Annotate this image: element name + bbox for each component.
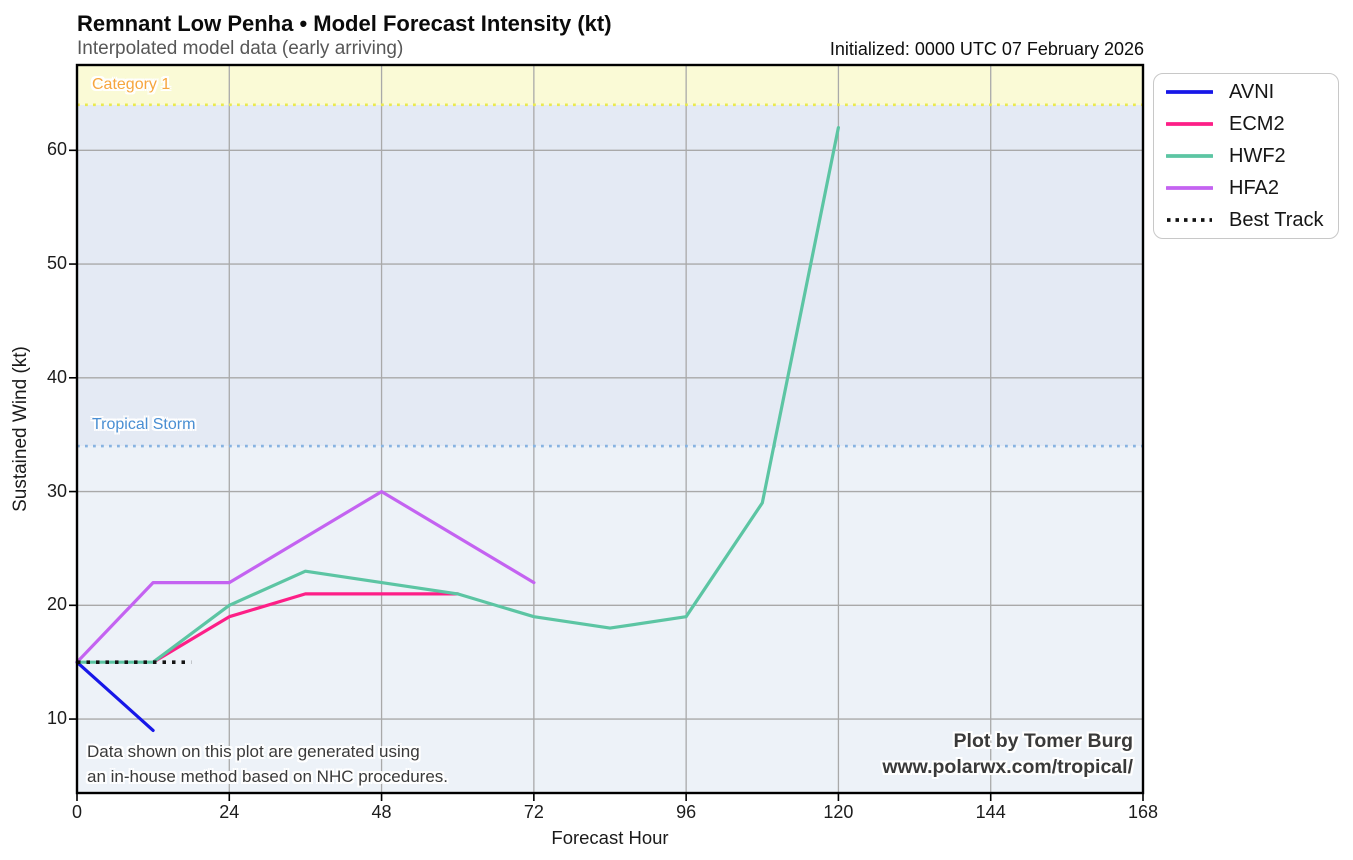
legend-line-sample-avni xyxy=(1166,90,1213,94)
disclaimer-line-2: an in-house method based on NHC procedur… xyxy=(87,767,448,786)
initialized-timestamp: Initialized: 0000 UTC 07 February 2026 xyxy=(829,39,1144,59)
legend-item-avni: AVNI xyxy=(1166,76,1338,108)
y-tick-label-60: 60 xyxy=(46,139,67,160)
x-tick-label-120: 120 xyxy=(823,802,854,822)
tropical-storm-label: Tropical Storm xyxy=(92,416,196,433)
series-line-avni xyxy=(75,660,155,733)
x-tick-label-48: 48 xyxy=(371,802,392,822)
disclaimer-text: Data shown on this plot are generated us… xyxy=(87,739,448,789)
legend-item-best-track: Best Track xyxy=(1166,204,1338,236)
legend-item-hwf2: HWF2 xyxy=(1166,140,1338,172)
y-axis-title: Sustained Wind (kt) xyxy=(10,346,31,512)
legend-item-ecm2: ECM2 xyxy=(1166,108,1338,140)
y-tick-label-20: 20 xyxy=(46,594,67,615)
legend-label-hwf2: HWF2 xyxy=(1229,144,1286,167)
band-below-tropical-storm xyxy=(77,446,1143,793)
y-tick-label-40: 40 xyxy=(46,366,67,387)
x-tick-label-96: 96 xyxy=(676,802,697,822)
legend-line-sample-best-track xyxy=(1167,218,1212,222)
band-category-1-zone xyxy=(77,65,1143,105)
category-1-label: Category 1 xyxy=(92,76,171,93)
y-tick-label-30: 30 xyxy=(46,480,67,501)
legend-line-sample-hfa2 xyxy=(1166,186,1213,190)
credit-line-1: Plot by Tomer Burg xyxy=(953,730,1133,752)
series-line-ecm2 xyxy=(151,592,460,664)
legend-label-ecm2: ECM2 xyxy=(1229,112,1285,135)
legend-line-sample-ecm2 xyxy=(1166,122,1213,126)
y-tick-label-50: 50 xyxy=(46,253,67,274)
legend: AVNI ECM2 HWF2 HFA2 Best Track xyxy=(1153,73,1339,239)
x-tick-label-72: 72 xyxy=(523,802,544,822)
x-tick-label-24: 24 xyxy=(219,802,240,822)
band-tropical-storm-zone xyxy=(77,104,1143,447)
disclaimer-line-1: Data shown on this plot are generated us… xyxy=(87,742,420,761)
x-axis-title: Forecast Hour xyxy=(551,827,669,848)
credit-line-2: www.polarwx.com/tropical/ xyxy=(882,756,1133,778)
series-line-hfa2 xyxy=(75,490,536,664)
y-tick-label-10: 10 xyxy=(46,708,67,729)
legend-label-hfa2: HFA2 xyxy=(1229,176,1280,199)
legend-item-hfa2: HFA2 xyxy=(1166,172,1338,204)
plot-border xyxy=(75,63,1145,795)
subtitle: Interpolated model data (early arriving) xyxy=(77,38,404,59)
series-line-hwf2 xyxy=(75,125,841,664)
legend-line-sample-hwf2 xyxy=(1166,154,1213,158)
x-tick-label-144: 144 xyxy=(975,802,1006,822)
page-title: Remnant Low Penha • Model Forecast Inten… xyxy=(77,11,612,36)
legend-label-avni: AVNI xyxy=(1229,80,1275,103)
x-tick-label-0: 0 xyxy=(71,802,82,822)
x-tick-label-168: 168 xyxy=(1127,802,1159,822)
legend-label-best-track: Best Track xyxy=(1229,208,1324,231)
credit-text: Plot by Tomer Burg www.polarwx.com/tropi… xyxy=(882,728,1133,780)
